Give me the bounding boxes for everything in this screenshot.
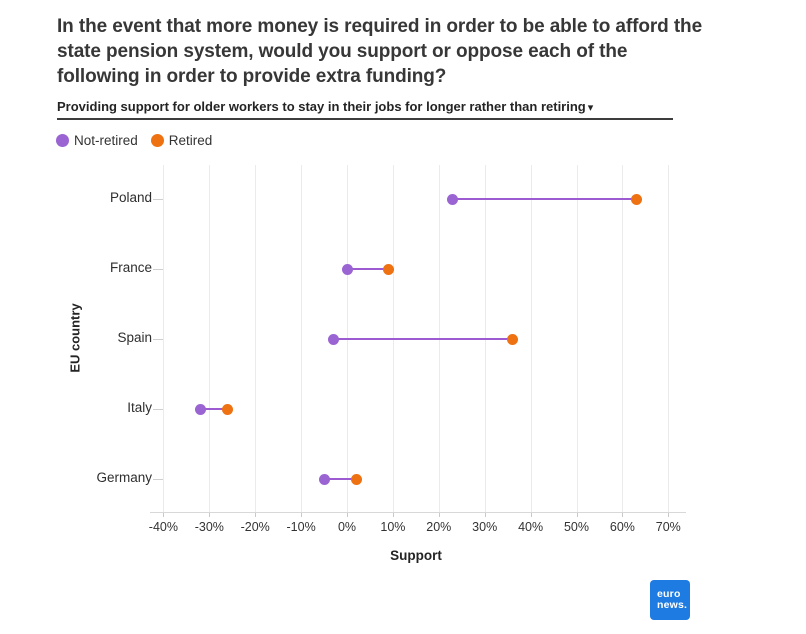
legend-item-not-retired: Not-retired — [56, 133, 138, 148]
data-point-dot-retired[interactable] — [350, 473, 362, 485]
legend-swatch-icon — [56, 134, 69, 147]
gridline — [209, 165, 211, 512]
gridline — [530, 165, 532, 512]
category-label-france: France — [109, 260, 152, 275]
x-tick-label: -20% — [240, 520, 270, 534]
data-point-dot-not-retired[interactable] — [447, 193, 459, 205]
logo-text-line1: euro — [657, 588, 681, 600]
x-axis-tick — [530, 512, 532, 517]
euronews-logo: euro news. — [650, 580, 690, 620]
x-tick-label: -30% — [194, 520, 224, 534]
x-tick-label: 20% — [426, 520, 452, 534]
question-selector-label: Providing support for older workers to s… — [57, 99, 586, 114]
data-point-dot-retired[interactable] — [382, 263, 394, 275]
x-tick-label: -10% — [286, 520, 316, 534]
data-point-dot-not-retired[interactable] — [327, 333, 339, 345]
dumbbell-connector — [333, 338, 513, 340]
x-axis-tick — [392, 512, 394, 517]
data-point-dot-not-retired[interactable] — [341, 263, 353, 275]
x-axis-tick — [438, 512, 440, 517]
x-axis-tick — [347, 512, 348, 517]
y-axis-tick — [153, 269, 163, 270]
legend-label: Retired — [168, 133, 213, 148]
logo-text-line2: news. — [657, 599, 688, 611]
question-selector[interactable]: Providing support for older workers to s… — [57, 99, 673, 120]
x-axis-tick — [301, 512, 303, 517]
x-tick-label: 60% — [609, 520, 635, 534]
data-point-dot-not-retired[interactable] — [194, 403, 206, 415]
x-tick-label: 40% — [518, 520, 544, 534]
x-tick-label: 30% — [472, 520, 498, 534]
category-label-poland: Poland — [109, 190, 152, 205]
gridline — [622, 165, 624, 512]
x-axis-tick — [576, 512, 578, 517]
gridline — [668, 165, 670, 512]
dumbbell-connector — [324, 478, 357, 480]
data-point-dot-not-retired[interactable] — [318, 473, 330, 485]
category-label-spain: Spain — [117, 330, 152, 345]
x-tick-label: 0% — [337, 520, 357, 534]
x-axis-tick — [209, 512, 211, 517]
chevron-down-icon: ▾ — [587, 102, 594, 114]
dumbbell-connector — [200, 408, 228, 410]
x-axis-tick — [255, 512, 257, 517]
chart-plot-area: EU country -40% -30% -20% -10% 0% 10% 20% 30% 40… — [0, 165, 806, 540]
x-axis-tick — [668, 512, 670, 517]
category-label-italy: Italy — [127, 400, 152, 415]
x-axis-line — [150, 512, 686, 513]
legend-swatch-icon — [150, 134, 164, 147]
y-axis-tick — [153, 199, 163, 200]
chart-title: In the event that more money is required… — [57, 16, 703, 87]
gridline — [576, 165, 578, 512]
chart-legend: Not-retired Retired — [56, 133, 212, 148]
gridline — [301, 165, 303, 512]
x-axis-tick — [622, 512, 624, 517]
gridline — [163, 165, 165, 512]
data-point-dot-retired[interactable] — [630, 193, 642, 205]
y-axis-tick — [153, 339, 163, 340]
x-tick-label: 50% — [563, 520, 590, 534]
y-axis-tick — [153, 479, 163, 480]
data-point-dot-retired[interactable] — [222, 403, 234, 415]
x-axis-tick — [163, 512, 165, 517]
x-tick-label: -40% — [148, 520, 178, 534]
legend-item-retired: Retired — [150, 133, 213, 148]
x-tick-label: 70% — [655, 520, 681, 534]
x-axis-title: Support — [390, 548, 442, 563]
dumbbell-connector — [347, 268, 389, 270]
data-point-dot-retired[interactable] — [506, 333, 518, 345]
dumbbell-connector — [452, 198, 637, 200]
y-axis-tick — [153, 409, 163, 410]
gridline — [255, 165, 257, 512]
category-label-germany: Germany — [96, 470, 152, 485]
x-tick-label: 10% — [380, 520, 406, 534]
x-axis-tick — [484, 512, 486, 517]
legend-label: Not-retired — [74, 133, 138, 148]
